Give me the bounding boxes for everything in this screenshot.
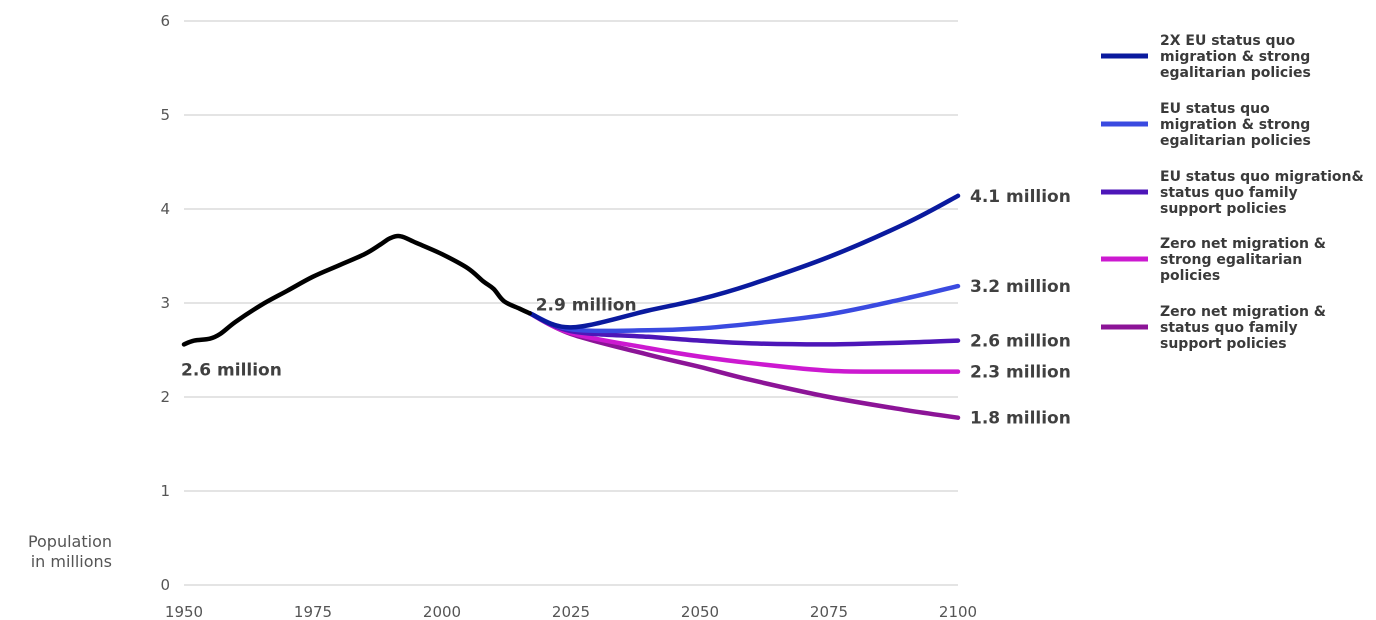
- end-labels: 4.1 million 3.2 million 2.6 million 2.3 mil…: [970, 187, 1071, 429]
- legend-label-2: egalitarian policies: [1160, 133, 1311, 149]
- legend-label-5: support policies: [1160, 336, 1287, 352]
- end-label-2: 3.2 million: [970, 277, 1071, 297]
- projection-line-3: [527, 311, 961, 347]
- series-lines: [181, 193, 961, 420]
- legend-label-3: EU status quo migration&: [1160, 169, 1364, 185]
- y-tick-label: 6: [160, 12, 170, 30]
- projection-line-1: [527, 193, 961, 330]
- y-axis-title: in millions: [31, 552, 112, 571]
- legend-label-4: strong egalitarian: [1160, 252, 1302, 268]
- historical-line: [181, 233, 532, 347]
- x-tick-label: 2025: [552, 603, 590, 620]
- x-tick-label: 2000: [423, 603, 461, 620]
- end-label-1: 4.1 million: [970, 187, 1071, 207]
- end-label-5: 1.8 million: [970, 409, 1071, 429]
- projection-line-4: [527, 311, 961, 374]
- legend-label-5: Zero net migration &: [1160, 304, 1326, 320]
- y-tick-label: 3: [160, 294, 170, 312]
- annotation-current: 2.9 million: [536, 295, 637, 315]
- legend-label-2: migration & strong: [1160, 117, 1310, 133]
- end-label-4: 2.3 million: [970, 363, 1071, 383]
- y-tick-label: 4: [160, 200, 170, 218]
- legend-label-4: Zero net migration &: [1160, 236, 1326, 252]
- legend-label-3: support policies: [1160, 201, 1287, 217]
- projection-line-2: [527, 283, 961, 334]
- y-axis-title: Population: [28, 532, 112, 551]
- y-axis-ticks: 0 1 2 3 4 5 6: [160, 12, 170, 594]
- legend-label-2: EU status quo: [1160, 101, 1270, 117]
- legend-label-1: 2X EU status quo: [1160, 33, 1296, 49]
- x-tick-label: 1950: [165, 603, 203, 620]
- y-tick-label: 0: [160, 576, 170, 594]
- y-tick-label: 5: [160, 106, 170, 124]
- annotation-start: 2.6 million: [181, 361, 282, 381]
- grid-lines: [184, 20, 958, 586]
- annotations: 2.6 million 2.9 million: [181, 295, 637, 380]
- x-tick-label: 1975: [294, 603, 332, 620]
- y-tick-label: 1: [160, 482, 170, 500]
- y-tick-label: 2: [160, 388, 170, 406]
- legend-label-4: policies: [1160, 268, 1220, 284]
- legend-label-3: status quo family: [1160, 185, 1298, 201]
- x-tick-label: 2050: [681, 603, 719, 620]
- end-label-3: 2.6 million: [970, 332, 1071, 352]
- x-tick-label: 2100: [939, 603, 977, 620]
- legend-label-5: status quo family: [1160, 320, 1298, 336]
- legend-label-1: migration & strong: [1160, 49, 1310, 65]
- x-axis-ticks: 1950 1975 2000 2025 2050 2075 2100: [165, 603, 977, 620]
- x-tick-label: 2075: [810, 603, 848, 620]
- legend-label-1: egalitarian policies: [1160, 65, 1311, 81]
